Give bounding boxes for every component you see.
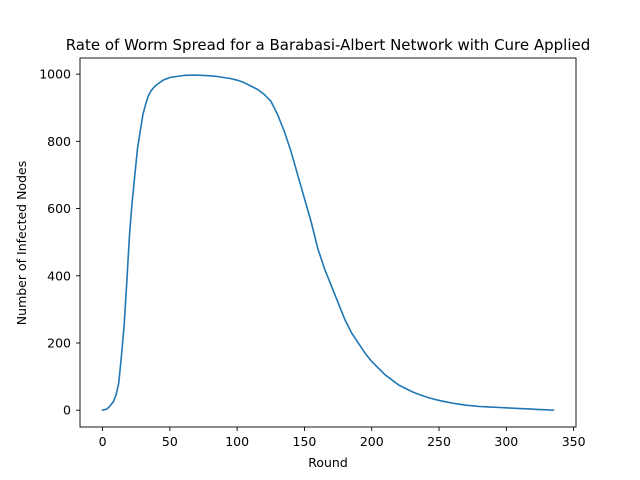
x-axis-label: Round bbox=[308, 455, 348, 470]
y-tick-label: 0 bbox=[63, 403, 71, 418]
y-axis-ticks: 0 200 400 600 800 1000 bbox=[39, 67, 80, 418]
x-tick-label: 250 bbox=[427, 434, 451, 449]
plot-area bbox=[79, 57, 577, 428]
series-line-0 bbox=[101, 74, 555, 412]
y-tick-label: 1000 bbox=[39, 67, 71, 82]
y-tick-label: 600 bbox=[47, 201, 71, 216]
x-tick-label: 100 bbox=[225, 434, 249, 449]
x-axis-ticks: 0 50 100 150 200 250 300 350 bbox=[99, 427, 586, 449]
x-tick-label: 150 bbox=[293, 434, 317, 449]
y-tick-label: 800 bbox=[47, 134, 71, 149]
x-tick-label: 300 bbox=[494, 434, 518, 449]
y-tick-label: 200 bbox=[47, 335, 71, 350]
x-tick-label: 350 bbox=[562, 434, 586, 449]
y-tick-label: 400 bbox=[47, 268, 71, 283]
x-tick-label: 50 bbox=[162, 434, 178, 449]
axes-frame bbox=[79, 57, 577, 428]
chart-title: Rate of Worm Spread for a Barabasi-Alber… bbox=[66, 36, 591, 54]
y-axis-label: Number of Infected Nodes bbox=[14, 161, 29, 325]
x-tick-label: 200 bbox=[360, 434, 384, 449]
x-tick-label: 0 bbox=[99, 434, 107, 449]
